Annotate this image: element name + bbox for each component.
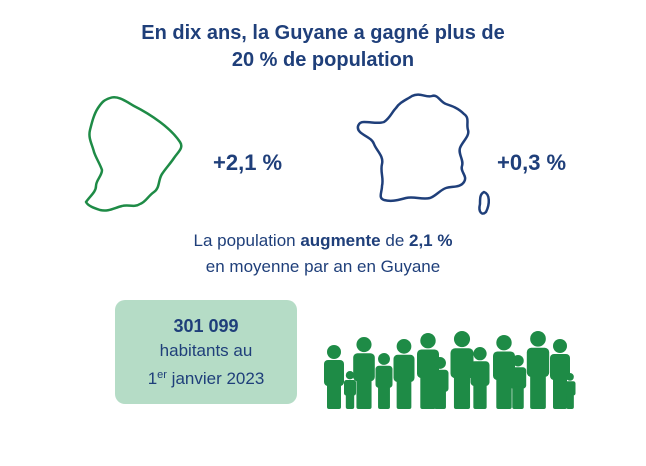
- person-figure: [393, 339, 415, 409]
- description-line-2: en moyenne par an en Guyane: [205, 257, 441, 276]
- france-growth: +0,3 %: [497, 150, 567, 175]
- person-figure: [450, 331, 474, 409]
- person-figure: [353, 337, 375, 409]
- description-bold-2: 2,1 %: [409, 231, 453, 250]
- description-bold-1: augmente: [300, 231, 381, 250]
- title-line-2: 20 % de population: [231, 49, 415, 71]
- france-map-icon: [356, 93, 490, 215]
- person-figure: [470, 347, 490, 409]
- population-date: 1er janvier 2023: [115, 363, 297, 391]
- growth-description: La population augmente de 2,1 % en moyen…: [0, 228, 646, 280]
- description-text-2: de: [380, 231, 409, 250]
- date-text: janvier 2023: [166, 369, 265, 388]
- population-box: 301 099 habitants au 1er janvier 2023: [115, 300, 297, 404]
- description-text-1: La population: [193, 231, 301, 250]
- person-figure: [509, 355, 527, 409]
- date-superscript: er: [157, 369, 167, 381]
- person-figure: [431, 357, 449, 409]
- person-figure: [526, 331, 550, 409]
- population-label: habitants au: [159, 341, 253, 360]
- page-title: En dix ans, la Guyane a gagné plus de 20…: [0, 20, 646, 74]
- description-line-1: La population augmente de 2,1 %: [0, 228, 646, 254]
- person-figure: [324, 345, 344, 409]
- person-figure: [344, 371, 356, 409]
- guyane-growth: +2,1 %: [213, 150, 283, 175]
- date-ordinal: 1: [147, 369, 158, 388]
- person-figure: [550, 339, 570, 409]
- title-line-1: En dix ans, la Guyane a gagné plus de: [141, 22, 505, 44]
- guyane-map-icon: [84, 96, 183, 212]
- people-group-icon: [324, 331, 576, 409]
- person-figure: [493, 335, 515, 409]
- population-number: 301 099: [173, 316, 239, 336]
- person-figure: [375, 353, 393, 409]
- person-figure: [564, 373, 576, 409]
